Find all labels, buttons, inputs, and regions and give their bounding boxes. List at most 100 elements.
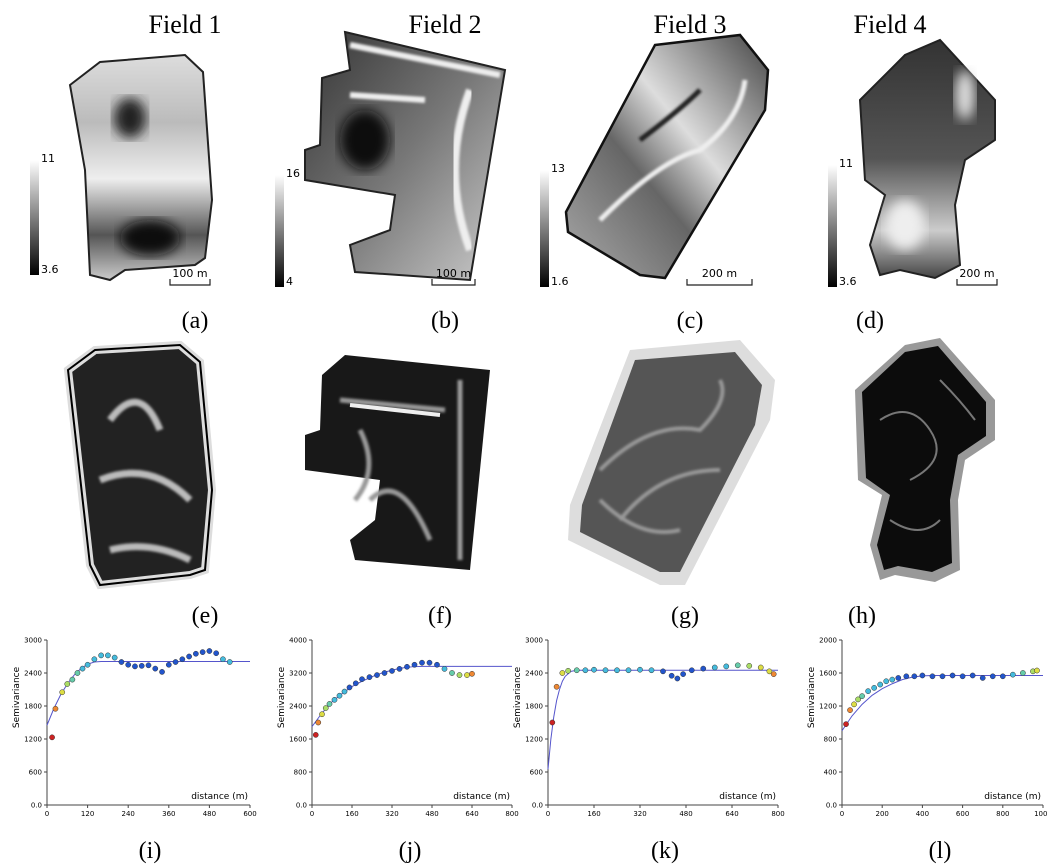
data-point (771, 672, 776, 677)
data-point (313, 732, 318, 737)
data-point (866, 689, 871, 694)
y-axis-label: Semivariance (513, 666, 523, 728)
x-axis-label: distance (m) (453, 792, 510, 802)
field-title: Field 3 (654, 10, 727, 39)
x-tick-label: 240 (122, 810, 135, 818)
data-point (112, 655, 117, 660)
data-point (397, 666, 402, 671)
data-point (132, 664, 137, 669)
data-point (389, 668, 394, 673)
y-tick-label: 600 (530, 769, 543, 777)
data-point (920, 673, 925, 678)
y-tick-label: 2000 (819, 637, 837, 645)
data-point (566, 668, 571, 673)
data-point (319, 712, 324, 717)
data-point (735, 663, 740, 668)
data-point (960, 674, 965, 679)
data-point (980, 675, 985, 680)
x-tick-label: 320 (385, 810, 398, 818)
data-point (1034, 668, 1039, 673)
y-tick-label: 400 (824, 769, 837, 777)
data-point (105, 653, 110, 658)
data-point (200, 650, 205, 655)
x-tick-label: 800 (771, 810, 784, 818)
x-tick-label: 1000 (1034, 810, 1048, 818)
panel-label: (g) (671, 603, 699, 629)
data-point (469, 671, 474, 676)
x-tick-label: 160 (345, 810, 358, 818)
data-point (669, 673, 674, 678)
scale-bar-label: 200 m (702, 267, 737, 280)
data-point (890, 677, 895, 682)
x-tick-label: 0 (45, 810, 49, 818)
data-point (457, 672, 462, 677)
data-point (1000, 674, 1005, 679)
x-axis-label: distance (m) (984, 792, 1041, 802)
y-tick-label: 2400 (24, 670, 42, 678)
data-point (675, 676, 680, 681)
scale-bar-label: 100 m (436, 267, 471, 280)
panel-label: (f) (428, 603, 452, 629)
panel-label: (c) (677, 308, 704, 334)
panel-label: (k) (651, 838, 679, 864)
data-point (930, 674, 935, 679)
data-point (878, 682, 883, 687)
data-point (950, 673, 955, 678)
colorbar (828, 165, 837, 287)
y-tick-label: 1200 (24, 736, 42, 744)
data-point (681, 672, 686, 677)
data-point (614, 668, 619, 673)
data-point (374, 672, 379, 677)
data-point (75, 670, 80, 675)
field-title: Field 4 (854, 10, 927, 39)
data-point (359, 677, 364, 682)
panel-label: (d) (856, 308, 884, 334)
colorbar-max: 16 (286, 167, 300, 180)
y-tick-label: 3200 (289, 670, 307, 678)
x-tick-label: 0 (546, 810, 550, 818)
data-point (367, 675, 372, 680)
y-axis-label: Semivariance (12, 666, 22, 728)
data-point (92, 657, 97, 662)
data-point (126, 662, 131, 667)
data-point (187, 654, 192, 659)
data-point (660, 669, 665, 674)
data-point (119, 659, 124, 664)
data-point (843, 722, 848, 727)
data-point (49, 735, 54, 740)
x-tick-label: 0 (310, 810, 314, 818)
data-point (404, 664, 409, 669)
y-tick-label: 1200 (819, 703, 837, 711)
data-point (65, 681, 70, 686)
data-point (337, 693, 342, 698)
data-point (382, 670, 387, 675)
x-tick-label: 640 (725, 810, 738, 818)
data-point (860, 694, 865, 699)
data-point (574, 668, 579, 673)
data-point (637, 667, 642, 672)
colorbar-min: 3.6 (839, 275, 857, 288)
fit-line (548, 670, 778, 769)
data-point (227, 659, 232, 664)
data-point (990, 674, 995, 679)
y-tick-label: 0.0 (296, 802, 307, 810)
panel-label: (b) (431, 308, 459, 334)
data-point (554, 684, 559, 689)
data-point (626, 668, 631, 673)
data-point (603, 668, 608, 673)
figure: Field 1(a)(e)(i)113.6100 mField 2(b)(f)(… (0, 0, 1048, 866)
fit-line (842, 675, 1043, 730)
data-point (712, 665, 717, 670)
data-point (412, 662, 417, 667)
panel-label: (l) (929, 838, 952, 864)
y-tick-label: 2400 (289, 703, 307, 711)
gradient-map (68, 345, 212, 585)
x-tick-label: 480 (425, 810, 438, 818)
y-tick-label: 600 (29, 769, 42, 777)
data-point (449, 670, 454, 675)
data-point (99, 653, 104, 658)
field-title: Field 2 (409, 10, 482, 39)
panel-label: (a) (182, 308, 209, 334)
data-point (1020, 670, 1025, 675)
x-tick-label: 480 (203, 810, 216, 818)
